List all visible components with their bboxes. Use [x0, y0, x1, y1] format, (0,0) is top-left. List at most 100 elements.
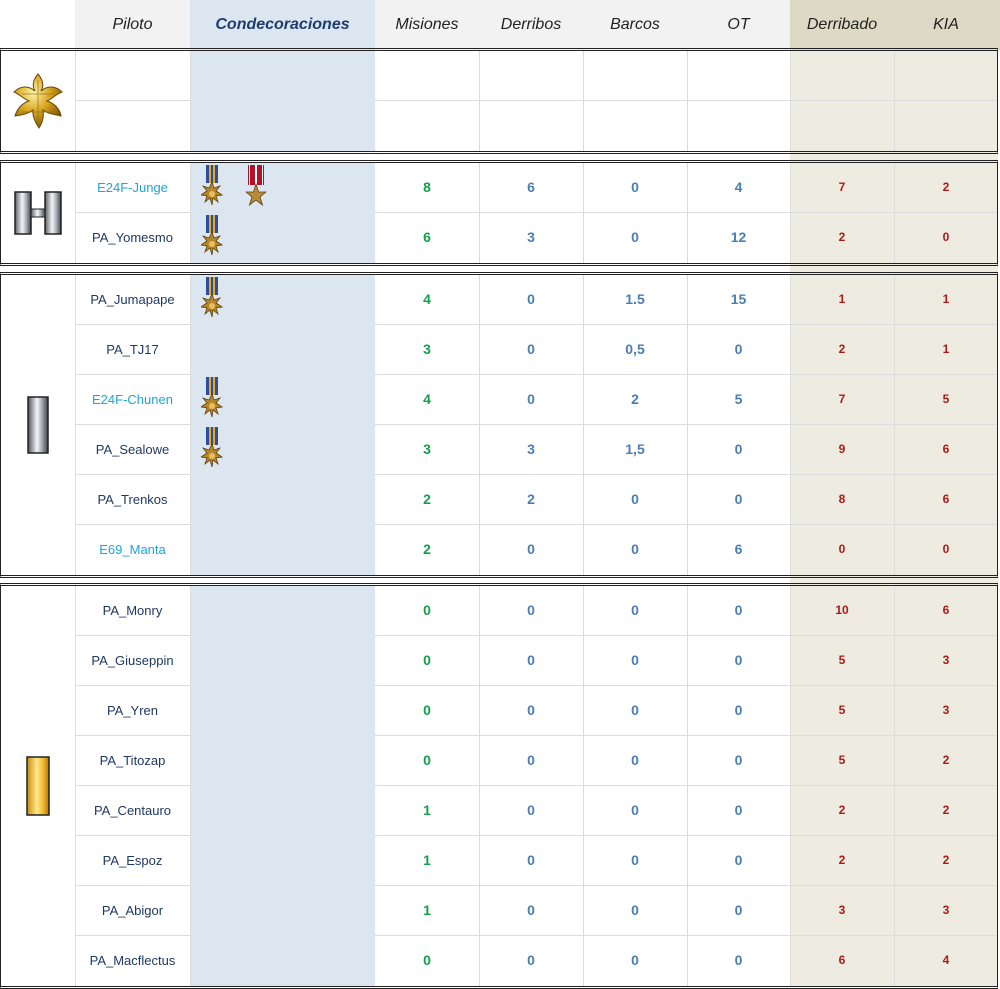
stat-misiones: 4 [423, 391, 431, 407]
row-divider [375, 324, 998, 325]
pilot-name[interactable] [75, 100, 190, 150]
stat-kia: 6 [942, 492, 950, 506]
column-divider [790, 274, 791, 576]
air-medal-icon [199, 164, 224, 210]
row-divider [75, 474, 190, 475]
stat-barcos: 1.5 [625, 291, 645, 307]
column-divider [790, 162, 791, 264]
stat-derribado: 10 [835, 603, 849, 617]
pilot-name[interactable]: PA_Abigor [101, 902, 164, 918]
stat-barcos: 0 [631, 952, 639, 968]
stat-misiones: 0 [423, 652, 431, 668]
stat-ot: 0 [734, 852, 743, 868]
stat-misiones [375, 100, 479, 150]
stat-misiones: 0 [423, 702, 431, 718]
stat-derribos: 0 [527, 852, 535, 868]
stat-derribos: 3 [527, 441, 535, 457]
stat-barcos [583, 50, 687, 100]
stat-misiones [375, 50, 479, 100]
column-divider [75, 585, 76, 987]
stat-derribos: 3 [527, 229, 535, 245]
pilot-name[interactable]: PA_Trenkos [97, 491, 168, 507]
stat-derribado [790, 50, 894, 100]
pilot-name[interactable]: PA_Jumapape [90, 291, 175, 307]
header-piloto: Piloto [112, 16, 153, 33]
pilot-name[interactable]: PA_Centauro [93, 802, 172, 818]
column-divider [583, 50, 584, 152]
row-divider [375, 835, 998, 836]
losses-gap-bg [790, 264, 998, 274]
stat-misiones: 0 [423, 602, 431, 618]
stat-derribos: 0 [527, 752, 535, 768]
stat-ot [687, 50, 790, 100]
stat-ot: 0 [734, 802, 743, 818]
stat-barcos: 0 [631, 902, 639, 918]
stat-misiones: 0 [423, 952, 431, 968]
column-divider [75, 162, 76, 264]
stat-barcos: 0 [631, 652, 639, 668]
header-bg-losses [790, 0, 1000, 50]
stat-ot: 5 [734, 391, 743, 407]
stat-kia: 2 [942, 753, 950, 767]
stat-derribos: 0 [527, 391, 535, 407]
column-divider [583, 585, 584, 987]
stat-derribado: 7 [838, 180, 846, 194]
major-oak-leaf-icon [10, 72, 66, 130]
stat-ot: 0 [734, 341, 743, 357]
pilot-name[interactable]: PA_Macflectus [89, 952, 176, 968]
stat-kia [894, 50, 998, 100]
stat-derribos: 2 [527, 491, 535, 507]
stat-misiones: 3 [423, 441, 431, 457]
stat-derribos: 0 [527, 952, 535, 968]
stat-barcos [583, 100, 687, 150]
pilot-name[interactable]: PA_Sealowe [95, 441, 170, 457]
header-corner [0, 0, 75, 50]
stat-misiones: 2 [423, 541, 431, 557]
stat-misiones: 6 [423, 229, 431, 245]
stat-barcos: 0 [631, 702, 639, 718]
stat-derribado: 2 [838, 853, 846, 867]
column-divider [790, 585, 791, 987]
stat-derribado: 7 [838, 392, 846, 406]
column-divider [894, 50, 895, 152]
stat-kia [894, 100, 998, 150]
row-divider [75, 424, 190, 425]
pilot-name[interactable]: E69_Manta [99, 541, 166, 557]
pilot-name[interactable] [75, 50, 190, 100]
stat-ot: 0 [734, 441, 743, 457]
row-divider [375, 635, 998, 636]
stat-derribos: 0 [527, 602, 535, 618]
stat-kia: 1 [942, 342, 950, 356]
pilot-name[interactable]: PA_Yren [106, 702, 159, 718]
stat-kia: 2 [942, 803, 950, 817]
stat-kia: 5 [942, 392, 950, 406]
pilot-name[interactable]: E24F-Chunen [92, 391, 173, 407]
stat-derribado [790, 100, 894, 150]
row-divider [75, 324, 190, 325]
pilot-name[interactable]: PA_Monry [102, 602, 163, 618]
pilot-name[interactable]: PA_Titozap [99, 752, 166, 768]
header-derribado: Derribado [806, 16, 878, 33]
stat-derribos: 0 [527, 702, 535, 718]
stat-derribado: 2 [838, 803, 846, 817]
stat-derribos: 0 [527, 652, 535, 668]
column-divider [687, 274, 688, 576]
pilot-name[interactable]: PA_TJ17 [106, 341, 159, 357]
stat-derribos: 0 [527, 802, 535, 818]
pilot-name[interactable]: E24F-Junge [97, 179, 168, 195]
row-divider [75, 524, 190, 525]
losses-gap-bg [790, 576, 998, 585]
pilot-name[interactable]: PA_Giuseppin [91, 652, 174, 668]
column-divider [687, 162, 688, 264]
row-divider [375, 474, 998, 475]
stat-derribos [479, 100, 583, 150]
header-misiones: Misiones [395, 16, 459, 33]
stat-derribado: 0 [838, 542, 846, 556]
pilot-name[interactable]: PA_Yomesmo [92, 229, 173, 245]
stat-kia: 4 [942, 953, 950, 967]
stat-misiones: 1 [423, 802, 431, 818]
stat-barcos: 0 [631, 752, 639, 768]
pilot-name[interactable]: PA_Espoz [102, 852, 163, 868]
stat-derribos: 0 [527, 902, 535, 918]
stat-barcos: 0 [631, 229, 639, 245]
